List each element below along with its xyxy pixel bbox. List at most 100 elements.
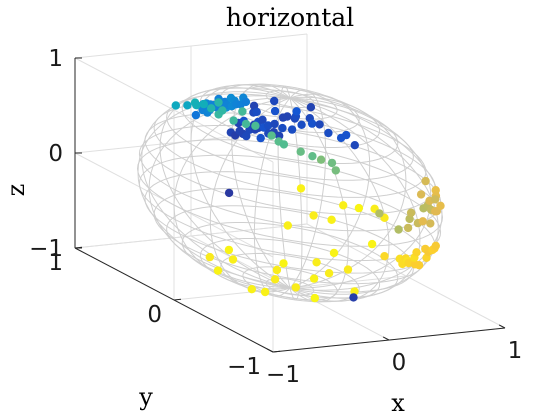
grid-line — [74, 33, 308, 59]
data-points — [171, 93, 445, 303]
data-point — [191, 110, 201, 120]
data-point — [287, 125, 297, 134]
data-point — [403, 223, 413, 233]
data-point — [406, 208, 416, 217]
z-tick-label: −1 — [29, 236, 63, 262]
data-point — [283, 221, 292, 230]
data-point — [327, 215, 336, 224]
sphere-meridian-line — [289, 93, 371, 289]
sphere-meridian-line — [289, 89, 327, 289]
data-point — [213, 266, 223, 275]
data-point — [349, 293, 358, 302]
z-axis-label: z — [2, 184, 30, 197]
data-point — [316, 155, 326, 164]
data-point — [418, 217, 427, 226]
data-point — [251, 121, 260, 130]
y-tick-label: −1 — [227, 354, 261, 380]
axes-box-back — [74, 33, 506, 353]
data-point — [329, 248, 339, 258]
sphere-meridian-line — [289, 97, 443, 291]
sphere-meridian-line — [289, 97, 303, 301]
data-point — [354, 203, 364, 213]
chart-title: horizontal — [226, 3, 354, 32]
x-tick-label: 1 — [508, 338, 523, 364]
data-point — [205, 252, 214, 262]
x-tick-label: 0 — [392, 350, 407, 376]
tick-marks — [74, 57, 506, 353]
data-point — [278, 123, 287, 133]
data-point — [256, 133, 265, 143]
data-point — [224, 245, 234, 255]
data-point — [350, 141, 359, 150]
data-point — [394, 225, 403, 234]
sphere-meridian-line — [289, 97, 439, 295]
data-point — [324, 269, 334, 278]
data-point — [279, 259, 288, 268]
sphere-meridian-line — [289, 97, 421, 299]
data-point — [412, 248, 421, 257]
data-point — [342, 130, 351, 140]
data-point — [414, 261, 424, 270]
data-point — [296, 147, 305, 156]
data-point — [308, 152, 317, 161]
data-point — [171, 101, 180, 110]
data-point — [309, 211, 318, 220]
x-tick — [266, 348, 274, 353]
data-point — [270, 119, 279, 129]
data-point — [192, 101, 201, 110]
sphere-meridian-line — [137, 95, 291, 289]
sphere-meridian-line — [190, 84, 291, 289]
data-point — [380, 252, 389, 261]
data-point — [283, 112, 292, 121]
data-point — [375, 209, 384, 218]
data-point — [312, 258, 321, 267]
data-point — [272, 265, 282, 275]
data-point — [279, 140, 289, 149]
data-point — [214, 98, 223, 107]
data-point — [207, 104, 216, 113]
data-point — [252, 107, 261, 117]
data-point — [331, 166, 340, 175]
z-tick-label: 0 — [48, 141, 63, 167]
data-point — [260, 287, 270, 297]
sphere-meridian-line — [231, 83, 291, 289]
data-point — [426, 219, 435, 228]
data-point — [224, 188, 234, 198]
data-point — [228, 255, 238, 264]
y-tick — [173, 298, 182, 301]
grid-line — [74, 223, 308, 249]
y-tick — [272, 350, 281, 353]
data-point — [247, 285, 256, 294]
sphere-meridian-line — [289, 97, 349, 303]
x-axis-label: x — [391, 389, 405, 417]
data-point — [421, 176, 430, 186]
data-point — [241, 97, 251, 107]
data-point — [327, 158, 337, 168]
data-point — [343, 265, 353, 274]
z-tick-label: 1 — [48, 46, 63, 72]
data-point — [306, 103, 316, 112]
data-point — [270, 96, 279, 106]
sphere-meridian-line — [141, 91, 291, 289]
data-point — [315, 120, 324, 129]
data-point — [263, 121, 273, 130]
data-point — [431, 241, 440, 250]
data-point — [367, 239, 377, 249]
data-point — [183, 101, 192, 110]
x-tick-label: −1 — [266, 362, 300, 388]
data-point — [339, 201, 348, 210]
data-point — [296, 184, 306, 193]
data-point — [199, 99, 208, 109]
data-point — [238, 107, 247, 116]
y-tick-label: 0 — [147, 302, 162, 328]
data-point — [297, 120, 306, 129]
data-point — [307, 119, 317, 128]
data-point — [324, 128, 333, 138]
data-point — [270, 275, 280, 284]
x-tick — [382, 336, 390, 341]
data-point — [436, 201, 445, 210]
data-point — [291, 283, 300, 292]
data-point — [229, 116, 238, 125]
